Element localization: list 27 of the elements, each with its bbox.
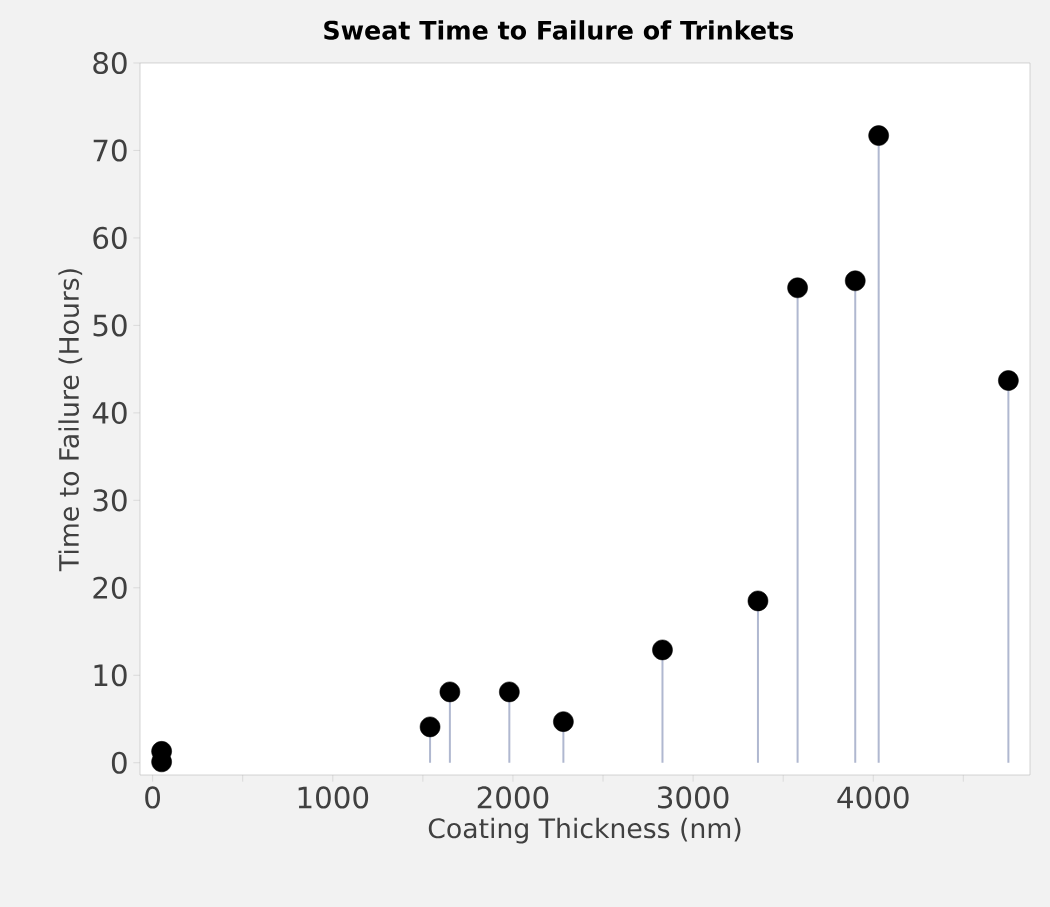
y-tick-label: 30 [93,489,127,512]
point [652,639,673,661]
y-tick-label: 80 [93,51,127,75]
point [844,270,866,292]
point [868,125,889,146]
y-tick-label: 10 [94,664,127,687]
x-tick-label: 0 [145,786,160,809]
x-tick-label: 1000 [298,786,369,809]
y-tick-label: 70 [93,139,127,162]
y-tick-label: 0 [111,751,127,774]
x-tick-label: 4000 [837,786,909,809]
point [747,590,769,612]
y-tick-label: 40 [92,401,127,424]
point [553,711,574,732]
x-tick-label: 3000 [658,786,729,809]
point [787,277,808,299]
y-axis-title: Time to Failure (Hours) [58,269,83,572]
point [499,681,520,703]
y-tick-label: 50 [93,314,127,337]
point [439,681,461,703]
y-tick-label: 60 [93,226,127,250]
x-tick-label: 2000 [477,786,549,809]
point [419,716,441,738]
chart-title: Sweat Time to Failure of Trinkets [324,20,794,40]
point [998,370,1019,391]
y-tick-label: 20 [93,576,127,599]
x-axis-title: Coating Thickness (nm) [428,817,741,844]
